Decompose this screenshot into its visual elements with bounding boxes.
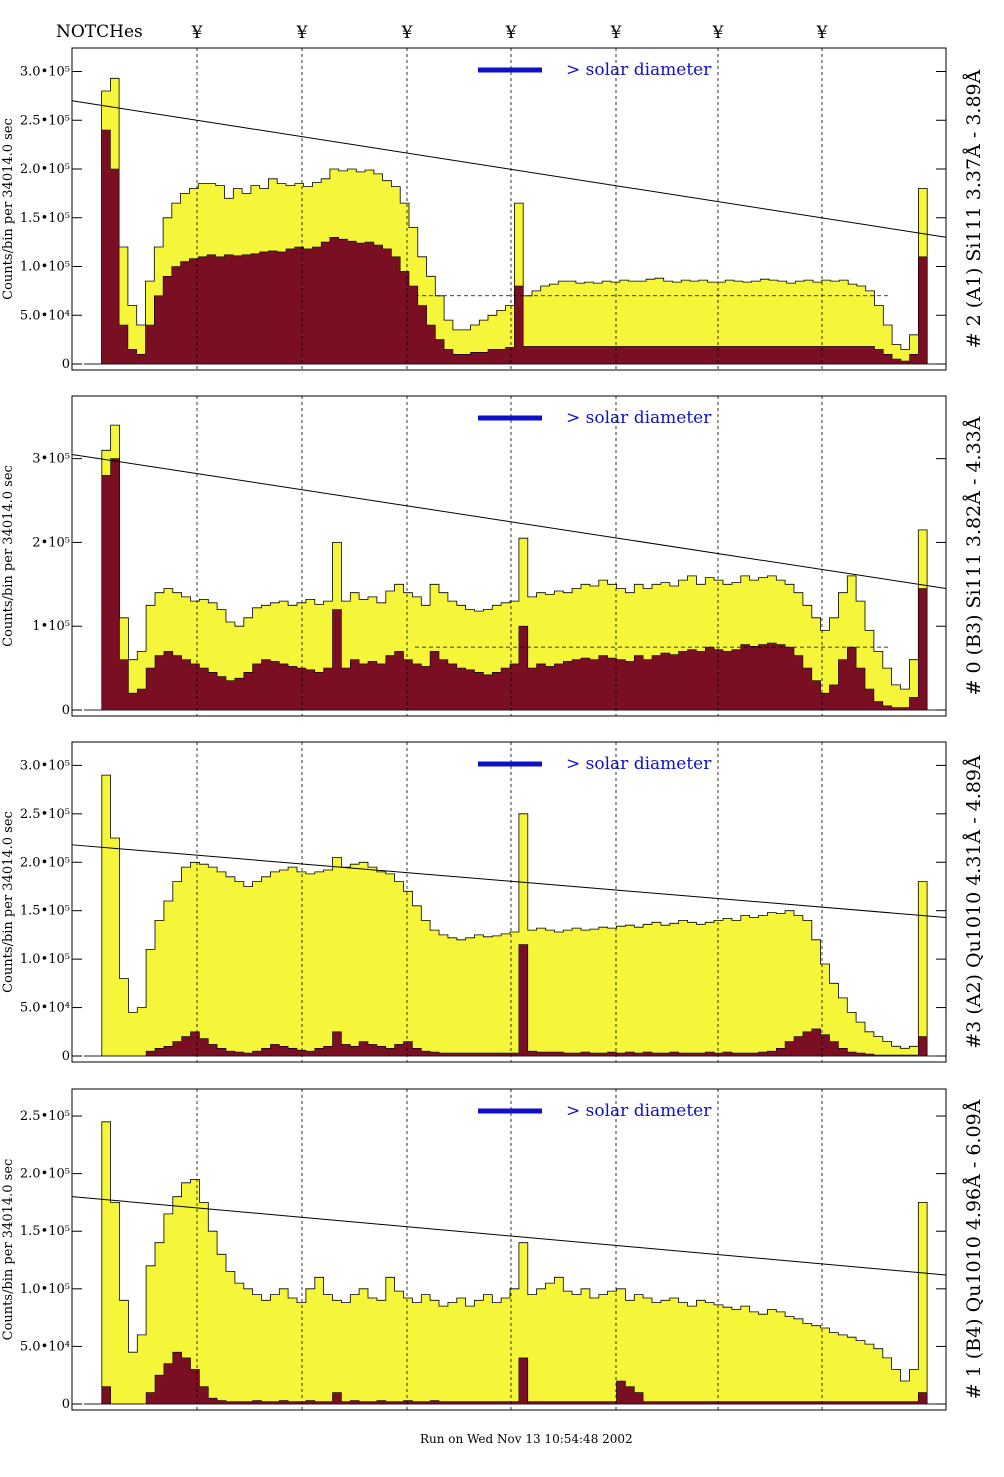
notch-markers: ¥ ¥ ¥ ¥ ¥ ¥ ¥	[191, 23, 828, 43]
y-axis-label: Counts/bin per 34014.0 sec	[1, 1159, 16, 1341]
panel-frame	[71, 1088, 947, 1411]
y-tick-label: 5.0•10⁴	[20, 1339, 70, 1354]
y-tick-label: 1.0•10⁵	[20, 952, 70, 967]
series-selected-histogram	[84, 129, 936, 365]
y-tick-label: 2.5•10⁵	[20, 807, 70, 822]
y-tick-label: 3•10⁵	[32, 452, 70, 467]
y-tick-label: 1.0•10⁵	[20, 1282, 70, 1297]
y-tick-label: 1.5•10⁵	[20, 1224, 70, 1239]
y-tick-label: 2•10⁵	[32, 535, 70, 550]
notch-marker-4: ¥	[505, 23, 517, 43]
panels: 0 5.0•10⁴ 1.0•10⁵ 1.5•10⁵ 2.0•10⁵ 2.5•10⁵ 3.0•…	[1, 47, 985, 1412]
legend-label: > solar diameter	[566, 60, 712, 80]
y-tick-label: 5.0•10⁴	[20, 308, 70, 323]
panel-title: # 0 (B3) Si111 3.82Å - 4.33Å	[963, 416, 985, 695]
y-tick-label: 2.0•10⁵	[20, 855, 70, 870]
panel-1: 0 5.0•10⁴ 1.0•10⁵ 1.5•10⁵ 2.0•10⁵ 2.5•10⁵ 3.0•…	[1, 47, 985, 372]
trend-line	[71, 1196, 947, 1276]
notch-marker-7: ¥	[816, 23, 828, 43]
notch-marker-1: ¥	[191, 23, 203, 43]
notch-marker-6: ¥	[712, 23, 724, 43]
y-tick-label: 1.5•10⁵	[20, 904, 70, 919]
legend-label: > solar diameter	[566, 408, 712, 428]
y-tick-label: 2.5•10⁵	[20, 113, 70, 128]
notch-marker-2: ¥	[296, 23, 308, 43]
panel-3: 0 5.0•10⁴ 1.0•10⁵ 1.5•10⁵ 2.0•10⁵ 2.5•10⁵ 3.0•…	[1, 741, 985, 1064]
trend-line	[71, 453, 947, 590]
notch-marker-5: ¥	[610, 23, 622, 43]
y-axis-label: Counts/bin per 34014.0 sec	[1, 811, 16, 993]
trend-line	[71, 844, 947, 918]
series-selected-histogram	[84, 1351, 936, 1405]
y-tick-label: 0	[62, 1397, 70, 1412]
panel-title: # 2 (A1) Si111 3.37Å - 3.89Å	[963, 69, 985, 348]
panel-title: # 1 (B4) Qu1010 4.96Å - 6.09Å	[963, 1099, 985, 1399]
y-tick-label: 3.0•10⁵	[20, 65, 70, 80]
panel-frame	[71, 741, 947, 1063]
y-tick-label: 0	[62, 703, 70, 718]
y-tick-label: 2.5•10⁵	[20, 1109, 70, 1124]
y-axis-label: Counts/bin per 34014.0 sec	[1, 465, 16, 647]
y-tick-label: 0	[62, 1049, 70, 1064]
panel-2: 0 1•10⁵ 2•10⁵ 3•10⁵ > solar diameter Counts/b…	[1, 395, 985, 718]
notches-label: NOTCHes	[56, 22, 143, 42]
series-total-histogram	[84, 774, 936, 1057]
panel-4: 0 5.0•10⁴ 1.0•10⁵ 1.5•10⁵ 2.0•10⁵ 2.5•10⁵ > so…	[1, 1088, 985, 1412]
panel-frame	[71, 395, 947, 717]
legend-label: > solar diameter	[566, 1101, 712, 1121]
series-total-histogram	[84, 1121, 936, 1405]
y-tick-label: 5.0•10⁴	[20, 1001, 70, 1016]
y-tick-label: 1.0•10⁵	[20, 260, 70, 275]
notch-marker-3: ¥	[401, 23, 413, 43]
trend-line	[71, 100, 947, 238]
y-tick-label: 3.0•10⁵	[20, 758, 70, 773]
y-tick-label: 2.0•10⁵	[20, 1167, 70, 1182]
y-tick-label: 1•10⁵	[32, 619, 70, 634]
y-tick-label: 2.0•10⁵	[20, 162, 70, 177]
y-tick-label: 1.5•10⁵	[20, 211, 70, 226]
series-selected-histogram	[84, 458, 936, 711]
series-total-histogram	[84, 424, 936, 711]
run-timestamp: Run on Wed Nov 13 10:54:48 2002	[420, 1432, 633, 1446]
panel-frame	[71, 47, 947, 371]
y-tick-label: 0	[62, 357, 70, 372]
series-selected-histogram	[84, 944, 936, 1057]
y-axis-label: Counts/bin per 34014.0 sec	[1, 118, 16, 300]
legend-label: > solar diameter	[566, 754, 712, 774]
panel-title: #3 (A2) Qu1010 4.31Å - 4.89Å	[963, 755, 985, 1049]
